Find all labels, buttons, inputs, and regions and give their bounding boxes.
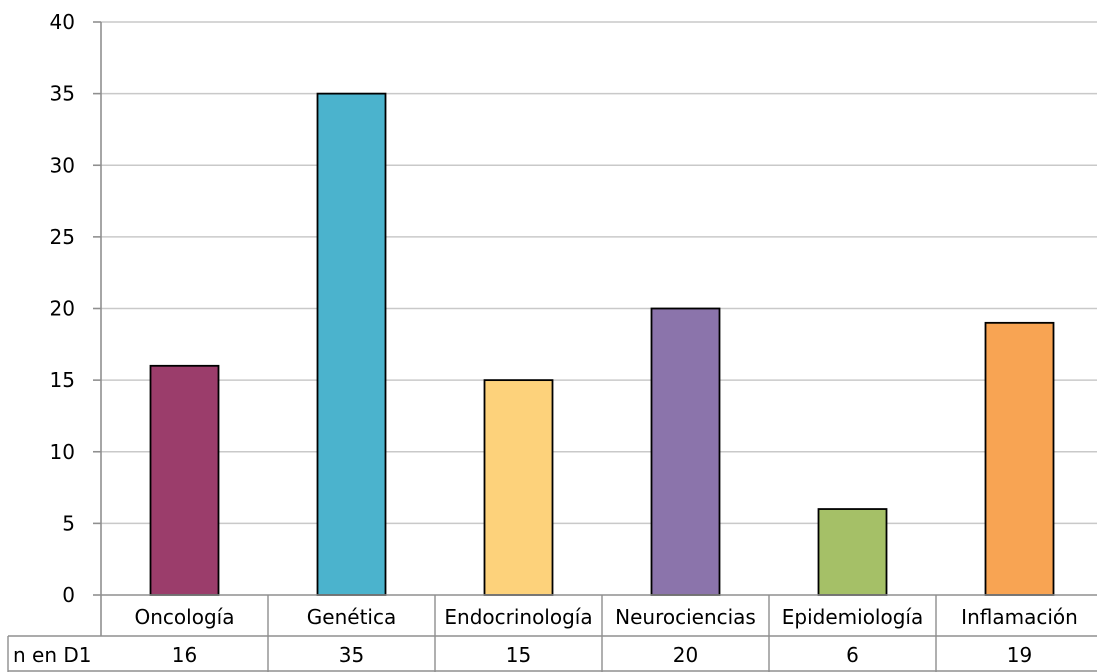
x-category-label: Epidemiología [782, 605, 923, 629]
x-category-label: Endocrinología [444, 605, 592, 629]
y-tick-label: 20 [50, 297, 75, 321]
axes [93, 21, 102, 636]
bar-inflamación [984, 321, 1055, 596]
y-tick-label: 15 [50, 368, 75, 392]
y-tick-label: 0 [62, 583, 75, 607]
table-value: 20 [673, 643, 698, 667]
y-tick-label: 5 [62, 511, 75, 535]
x-category-label: Oncología [135, 605, 235, 629]
table-value: 15 [506, 643, 531, 667]
x-category-label: Genética [307, 605, 396, 629]
bar-neurociencias [650, 307, 721, 596]
table-value: 35 [339, 643, 364, 667]
data-table: Oncología 16 Genética 35 Endocrinología 15 Neu… [7, 594, 1097, 672]
table-value: 19 [1007, 643, 1032, 667]
table-row-header: n en D1 [13, 643, 92, 667]
y-tick-label: 25 [50, 225, 75, 249]
bar-endocrinología [483, 379, 554, 596]
bars [149, 92, 1055, 596]
table-value: 6 [846, 643, 859, 667]
gridlines [101, 21, 1097, 525]
bar-epidemiología [817, 508, 888, 596]
y-tick-label: 30 [50, 153, 75, 177]
y-tick-label: 40 [50, 10, 75, 34]
y-tick-label: 35 [50, 82, 75, 106]
table-value: 16 [172, 643, 197, 667]
x-category-label: Neurociencias [615, 605, 756, 629]
bar-oncología [149, 364, 220, 596]
bar-genética [316, 92, 387, 596]
x-category-label: Inflamación [961, 605, 1078, 629]
tick-labels: 0 5 10 15 20 25 30 35 40 [50, 10, 75, 607]
y-tick-label: 10 [50, 440, 75, 464]
